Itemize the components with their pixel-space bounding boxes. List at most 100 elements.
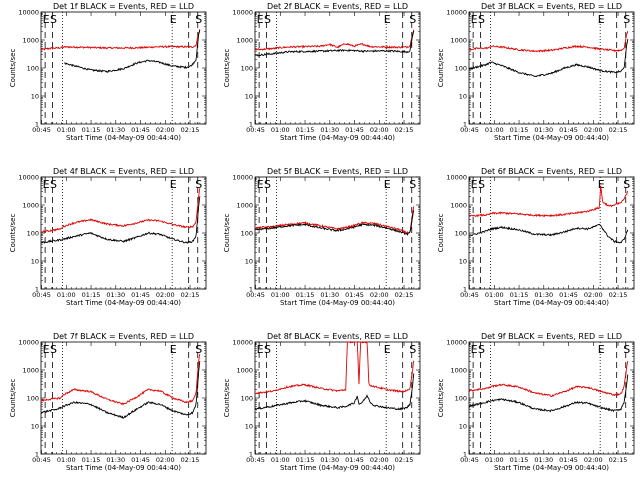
time-marker-label: E	[384, 343, 391, 356]
time-marker-label: S	[478, 13, 485, 26]
x-tick-label: 00:45	[460, 126, 479, 134]
panel-1: Det 1f BLACK = Events, RED = LLD 1 10 100 10…	[9, 2, 207, 142]
x-tick-label: 01:15	[82, 456, 101, 464]
panel-title: Det 2f BLACK = Events, RED = LLD	[267, 2, 408, 11]
panel-title: Det 7f BLACK = Events, RED = LLD	[53, 332, 194, 341]
y-tick-label: 1000	[22, 367, 39, 375]
x-tick-label: 02:15	[181, 456, 200, 464]
y-tick-label: 1000	[450, 37, 467, 45]
x-axis-label: Start Time (04-May-09 00:44:40)	[280, 299, 395, 307]
y-axis-label: Counts/sec	[223, 379, 231, 418]
time-marker-label: S	[264, 178, 271, 191]
events-series-line	[40, 196, 201, 244]
time-marker-label: E	[43, 13, 50, 26]
time-marker-label: S	[50, 343, 57, 356]
time-marker-label: S	[478, 178, 485, 191]
x-tick-label: 01:45	[559, 291, 578, 299]
x-axis-label: Start Time (04-May-09 00:44:40)	[494, 134, 609, 142]
panel-title: Det 8f BLACK = Events, RED = LLD	[267, 332, 408, 341]
x-tick-label: 02:00	[370, 126, 389, 134]
panel-8: Det 8f BLACK = Events, RED = LLD 1 10 100 10…	[223, 332, 421, 472]
y-tick-label: 10	[459, 423, 467, 431]
y-tick-label: 100	[455, 395, 467, 403]
panel-9: Det 9f BLACK = Events, RED = LLD 1 10 100 10…	[437, 332, 635, 472]
y-tick-label: 1	[249, 451, 253, 459]
panel-title: Det 3f BLACK = Events, RED = LLD	[481, 2, 622, 11]
y-tick-label: 10	[245, 93, 253, 101]
y-axis-label: Counts/sec	[9, 379, 17, 418]
x-tick-label: 01:15	[296, 126, 315, 134]
plot-frame	[468, 341, 635, 455]
plot-frame	[468, 11, 635, 125]
y-tick-label: 1	[35, 121, 39, 129]
events-series-line	[254, 30, 415, 57]
y-tick-label: 1	[249, 286, 253, 294]
time-marker-label: S	[478, 343, 485, 356]
time-marker-label: S	[409, 343, 416, 356]
panel-title: Det 4f BLACK = Events, RED = LLD	[53, 167, 194, 176]
time-marker-label: E	[257, 178, 264, 191]
plot-frame	[468, 176, 635, 290]
y-tick-label: 10000	[232, 9, 253, 17]
plot-frame	[40, 176, 207, 290]
x-tick-label: 02:00	[156, 291, 175, 299]
x-tick-label: 01:45	[131, 456, 150, 464]
x-tick-label: 01:15	[82, 291, 101, 299]
lld-series-line	[40, 188, 201, 234]
plot-frame	[254, 341, 421, 455]
time-marker-label: S	[195, 13, 202, 26]
y-tick-label: 10000	[232, 339, 253, 347]
y-tick-label: 10	[245, 258, 253, 266]
x-tick-label: 01:30	[106, 291, 125, 299]
lld-series-line	[468, 360, 629, 397]
lld-series-line	[254, 29, 415, 51]
y-tick-label: 10000	[232, 174, 253, 182]
x-tick-label: 01:30	[534, 456, 553, 464]
y-tick-label: 10	[459, 93, 467, 101]
y-axis-label: Counts/sec	[437, 214, 445, 253]
x-tick-label: 01:30	[534, 291, 553, 299]
time-marker-label: E	[471, 13, 478, 26]
time-marker-label: S	[409, 13, 416, 26]
time-marker-label: E	[43, 343, 50, 356]
y-tick-label: 1	[463, 121, 467, 129]
x-tick-label: 01:45	[345, 456, 364, 464]
x-tick-label: 01:00	[57, 291, 76, 299]
x-tick-label: 02:15	[609, 126, 628, 134]
y-tick-label: 1	[249, 121, 253, 129]
y-tick-label: 10000	[446, 339, 467, 347]
time-marker-label: S	[195, 178, 202, 191]
x-tick-label: 02:00	[584, 456, 603, 464]
x-tick-label: 01:45	[131, 291, 150, 299]
panel-7: Det 7f BLACK = Events, RED = LLD 1 10 100 10…	[9, 332, 207, 472]
lld-series-line	[254, 341, 415, 395]
events-series-line	[255, 210, 415, 236]
time-marker-label: S	[195, 343, 202, 356]
y-axis-label: Counts/sec	[223, 214, 231, 253]
panel-title: Det 6f BLACK = Events, RED = LLD	[481, 167, 622, 176]
y-tick-label: 100	[27, 65, 39, 73]
panel-title: Det 5f BLACK = Events, RED = LLD	[267, 167, 408, 176]
y-tick-label: 1	[463, 286, 467, 294]
x-axis-label: Start Time (04-May-09 00:44:40)	[66, 299, 181, 307]
x-tick-label: 02:15	[609, 291, 628, 299]
y-tick-label: 10	[31, 258, 39, 266]
x-axis-label: Start Time (04-May-09 00:44:40)	[66, 134, 181, 142]
y-tick-label: 10000	[18, 174, 39, 182]
time-marker-label: E	[384, 13, 391, 26]
panel-6: Det 6f BLACK = Events, RED = LLD 1 10 100 10…	[437, 167, 635, 307]
y-axis-label: Counts/sec	[437, 49, 445, 88]
x-tick-label: 01:45	[345, 291, 364, 299]
x-tick-label: 01:30	[106, 126, 125, 134]
y-tick-label: 100	[241, 65, 253, 73]
x-tick-label: 00:45	[32, 291, 51, 299]
x-tick-label: 02:15	[395, 126, 414, 134]
x-tick-label: 00:45	[32, 126, 51, 134]
time-marker-label: E	[598, 13, 605, 26]
x-tick-label: 01:30	[534, 126, 553, 134]
lld-series-line	[468, 185, 629, 218]
panel-4: Det 4f BLACK = Events, RED = LLD 1 10 100 10…	[9, 167, 207, 307]
y-tick-label: 100	[455, 65, 467, 73]
y-tick-label: 1000	[236, 367, 253, 375]
